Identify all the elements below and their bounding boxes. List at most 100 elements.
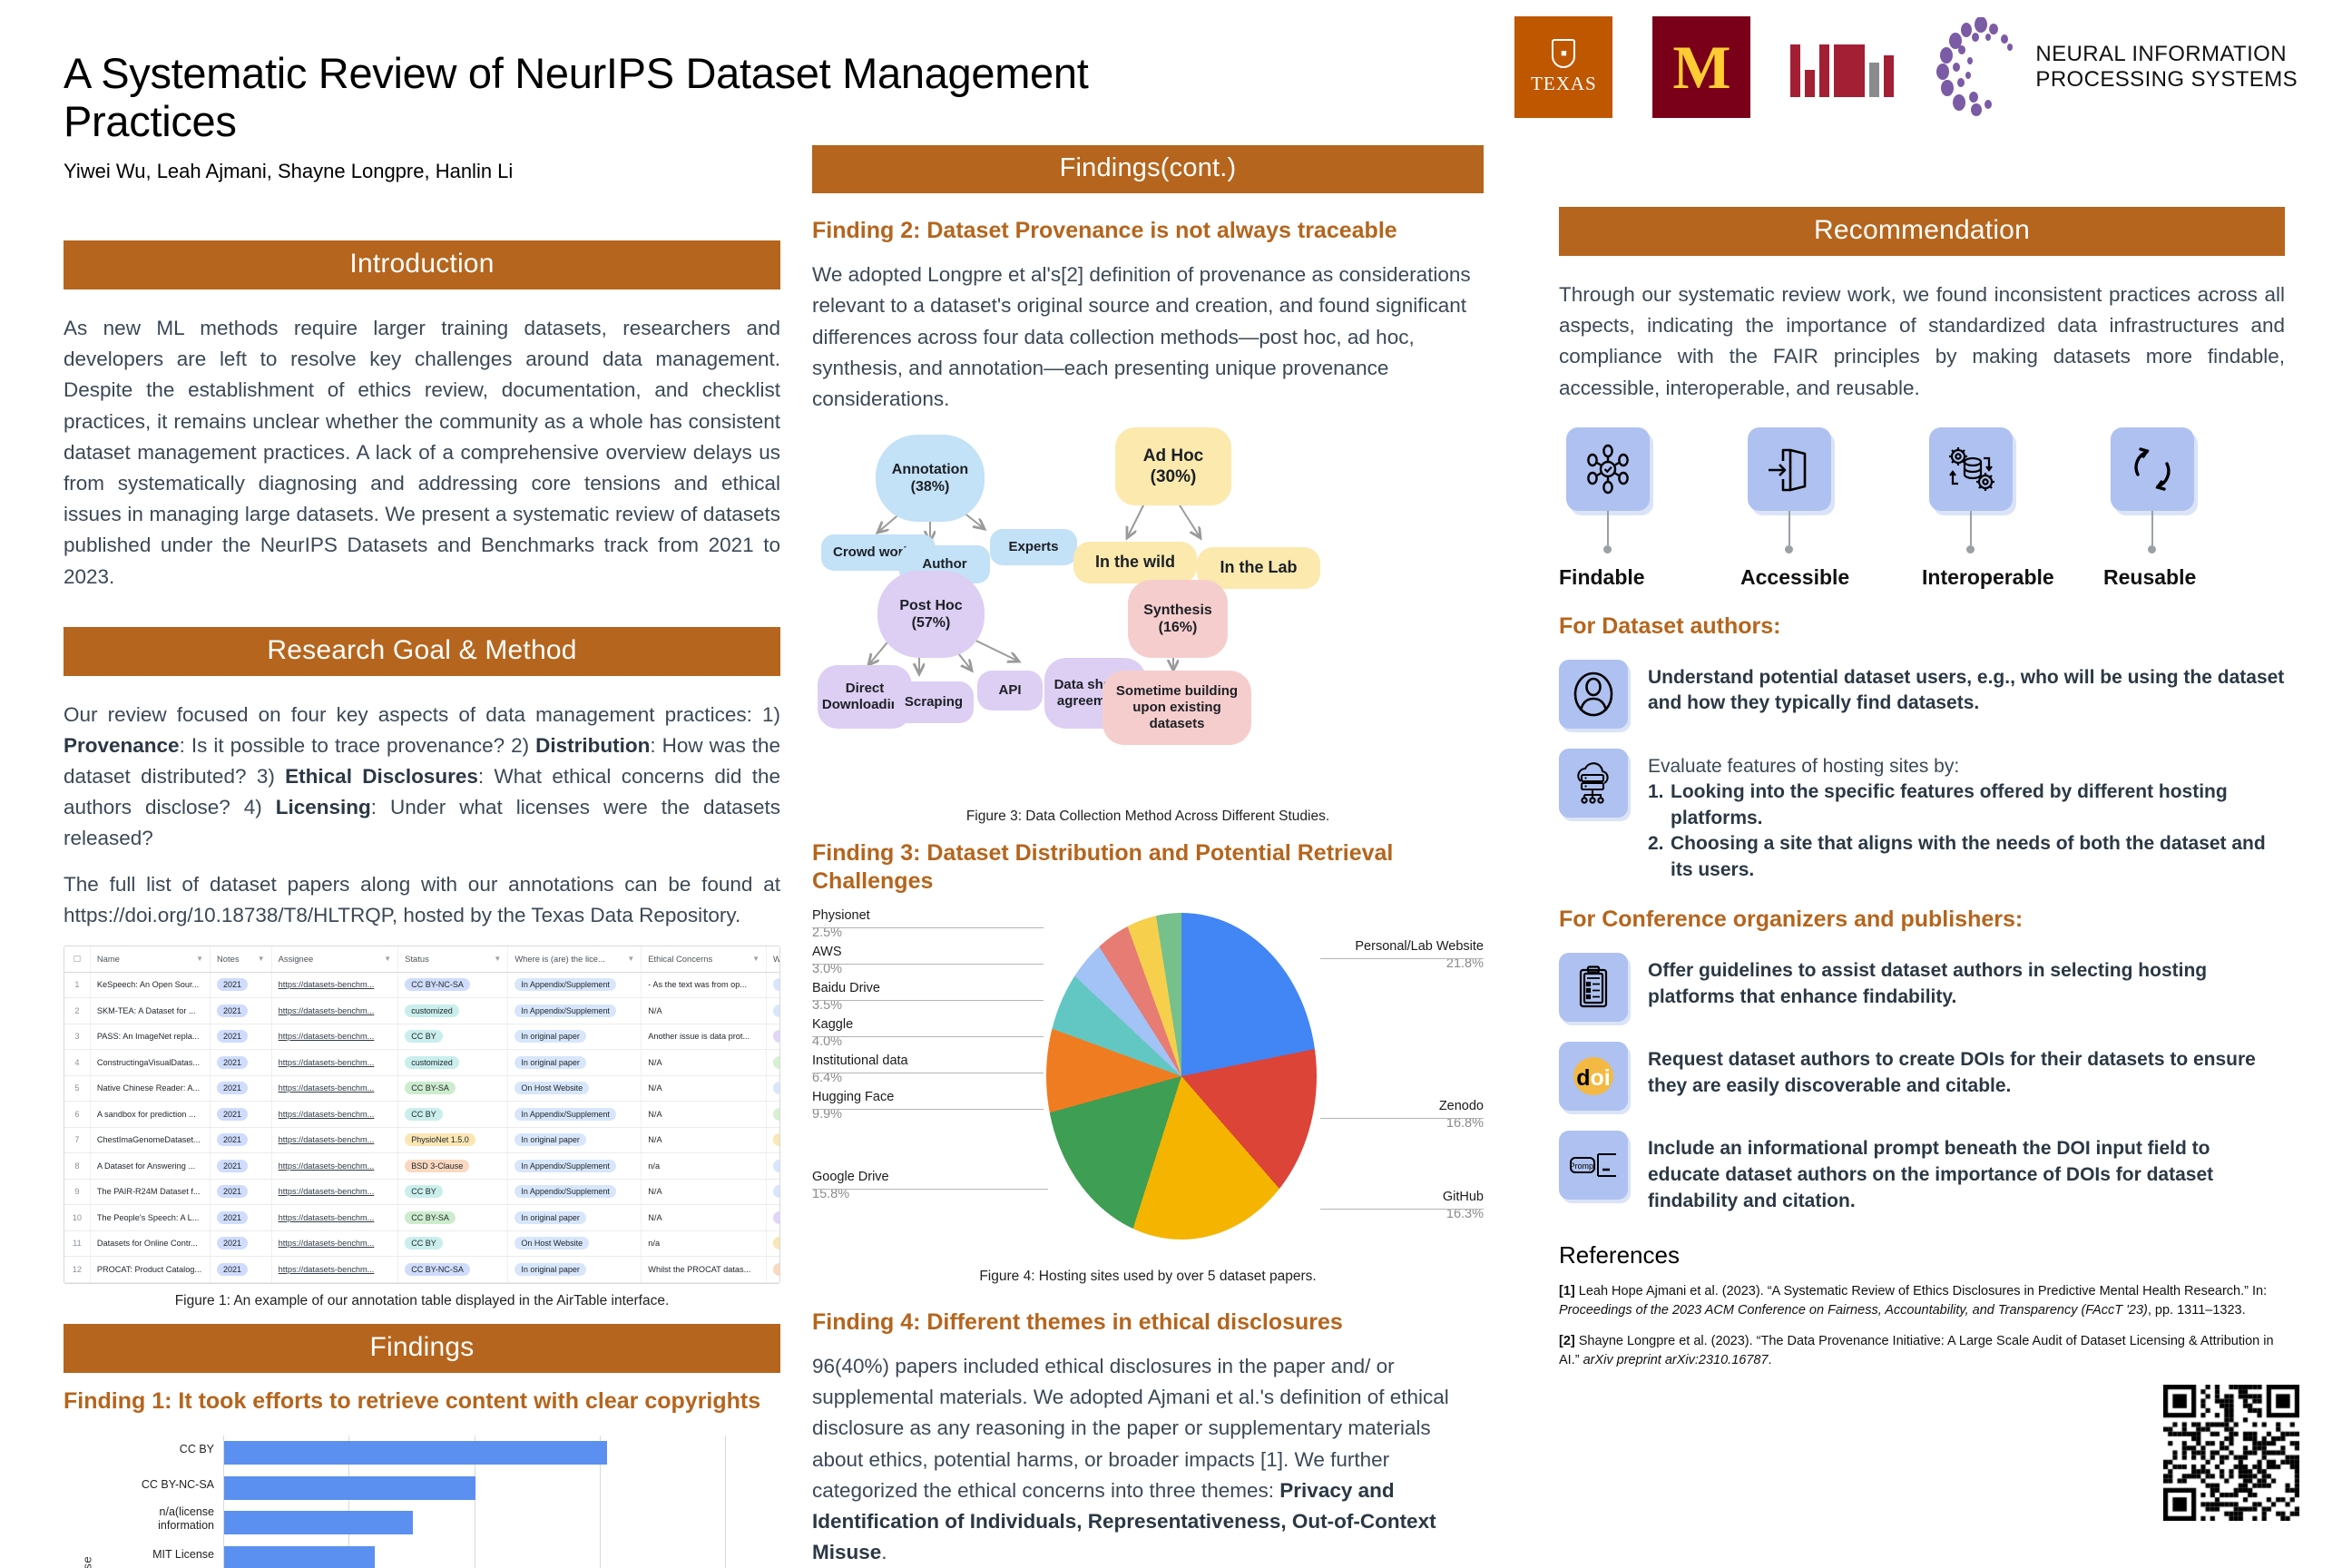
cell-status: PhysioNet 1.5.0 [398, 1127, 509, 1152]
fair-label-interoperable: Interoperable [1922, 564, 2054, 589]
cell-assignee[interactable]: https://datasets-benchm... [272, 972, 399, 997]
cell-notes: 2021 [211, 1024, 272, 1049]
cell-assignee[interactable]: https://datasets-benchm... [272, 1075, 399, 1101]
pie-leader-line [812, 1035, 1044, 1037]
table-row[interactable]: 4 ConstructingaVisualDatas... 2021 https://… [64, 1050, 779, 1076]
flow-node-ad-hoc: Ad Hoc (30%) [1115, 427, 1231, 506]
cell-assignee[interactable]: https://datasets-benchm... [272, 1102, 399, 1127]
cell-index: 1 [64, 972, 91, 997]
cell-assignee[interactable]: https://datasets-benchm... [272, 1179, 399, 1204]
cell-assignee[interactable]: https://datasets-benchm... [272, 1050, 399, 1075]
cell-ethical: N/A [642, 1127, 768, 1152]
cell-ethical: N/A [642, 1179, 768, 1204]
cloud-server-icon [1559, 748, 1628, 818]
texas-logo: ■ TEXAS [1514, 16, 1613, 118]
finding4-heading: Finding 4: Different themes in ethical d… [812, 1308, 1343, 1335]
cell-where-license: On Host Website [508, 1075, 642, 1101]
table-row[interactable]: 7 ChestImaGenomeDataset... 2021 https://dat… [64, 1127, 779, 1153]
cell-host: HugginFace [767, 1205, 779, 1230]
th-ethical-concerns[interactable]: Ethical Concerns ▼ [642, 946, 768, 972]
cell-ethical: N/A [642, 998, 768, 1024]
table-body: 1 KeSpeech: An Open Sour... 2021 https://da… [64, 972, 779, 1283]
rec-evaluate-list: 1. Looking into the specific features off… [1648, 779, 2285, 883]
cell-status: CC BY [398, 1179, 509, 1204]
cell-where-license: On Host Website [508, 1230, 642, 1256]
figure3-flow-diagram: Annotation (38%)Annotation(38%) Crowd wo… [812, 427, 1484, 799]
table-row[interactable]: 12 PROCAT: Product Catalog... 2021 https://… [64, 1257, 779, 1283]
th-notes[interactable]: Notes ▼ [211, 946, 272, 972]
cell-assignee[interactable]: https://datasets-benchm... [272, 1127, 399, 1152]
cell-assignee[interactable]: https://datasets-benchm... [272, 1257, 399, 1282]
figure4-pie-chart: Physionet 2.5% AWS 3.0% Baidu Drive 3.5% Kaggl… [812, 906, 1484, 1259]
rg-aspect3: Ethical Disclosures [285, 765, 478, 789]
cell-where-license: In Appendix/Supplement [508, 1153, 642, 1179]
th-where-stored[interactable]: Where the dataset is s... [767, 946, 779, 972]
cell-status: customized [398, 998, 509, 1024]
flow-node-post-hoc: Post Hoc (57%) [877, 571, 985, 659]
cell-index: 10 [64, 1205, 91, 1230]
cell-notes: 2021 [211, 1205, 272, 1230]
pie-label: Baidu Drive 3.5% [812, 980, 880, 1014]
table-row[interactable]: 1 KeSpeech: An Open Sour... 2021 https://da… [64, 972, 779, 998]
flow-node-annotation: Annotation (38%)Annotation(38%) [876, 435, 985, 523]
cell-status: CC BY [398, 1102, 509, 1127]
th-status[interactable]: Status ▼ [398, 946, 509, 972]
pie-label: Institutional data 6.4% [812, 1053, 908, 1086]
pie-leader-line [1320, 1208, 1484, 1210]
figure1-caption: Figure 1: An example of our annotation t… [174, 1292, 670, 1308]
pie-label: GitHub 16.3% [1442, 1189, 1484, 1222]
reference-item-2: [2] Shayne Longpre et al. (2023). “The D… [1559, 1332, 2285, 1369]
fair-item-accessible: Accessible [1740, 426, 1922, 590]
rg-aspect2-desc: : How was the dataset distributed? 3) [64, 733, 780, 789]
cell-notes: 2021 [211, 1257, 272, 1282]
cell-host: GitHub [767, 1153, 779, 1179]
bar-chart-gridline [725, 1435, 727, 1568]
finding4-themes: Privacy and Identification of Individual… [812, 1478, 1436, 1564]
cell-status: customized [398, 1050, 509, 1075]
pie-leader-line [812, 1108, 1044, 1110]
cell-name: ChestImaGenomeDataset... [91, 1127, 211, 1152]
cell-ethical: Whilst the PROCAT datas... [642, 1257, 768, 1282]
table-row[interactable]: 5 Native Chinese Reader: A... 2021 https://… [64, 1075, 779, 1102]
pie-leader-line [1320, 1117, 1484, 1119]
cell-assignee[interactable]: https://datasets-benchm... [272, 1230, 399, 1256]
flow-node-api: API [977, 671, 1043, 711]
fair-label-accessible: Accessible [1740, 564, 1850, 589]
table-row[interactable]: 11 Datasets for Online Contr... 2021 https:… [64, 1230, 779, 1257]
ref1-italic: Proceedings of the 2023 ACM Conference o… [1559, 1302, 2148, 1318]
cell-assignee[interactable]: https://datasets-benchm... [272, 1153, 399, 1179]
qr-code[interactable] [2163, 1385, 2299, 1521]
flow-node-scraping: Scraping [894, 681, 974, 724]
flow-node-in-the-lab: In the Lab [1197, 547, 1320, 590]
cell-assignee[interactable]: https://datasets-benchm... [272, 1205, 399, 1230]
fair-principles-row: Findable Accessible [1559, 426, 2285, 590]
cell-assignee[interactable]: https://datasets-benchm... [272, 998, 399, 1024]
cell-name: PROCAT: Product Catalog... [91, 1257, 211, 1282]
svg-text:doi: doi [1576, 1065, 1611, 1091]
th-checkbox[interactable]: ☐ [64, 946, 91, 972]
cell-status: CC BY [398, 1024, 509, 1049]
cell-assignee[interactable]: https://datasets-benchm... [272, 1024, 399, 1049]
table-row[interactable]: 3 PASS: An ImageNet repla... 2021 https://d… [64, 1024, 779, 1050]
table-row[interactable]: 10 The People's Speech: A L... 2021 https:/… [64, 1205, 779, 1231]
table-row[interactable]: 2 SKM-TEA: A Dataset for ... 2021 https://d… [64, 998, 779, 1024]
th-where-license[interactable]: Where is (are) the lice... ▼ [508, 946, 642, 972]
bar-chart-category-label: n/a(license information [158, 1505, 214, 1532]
bar-chart-gridline [600, 1435, 602, 1568]
table-row[interactable]: 9 The PAIR-R24M Dataset f... 2021 https://d… [64, 1179, 779, 1205]
pie-leader-line [812, 1188, 1048, 1190]
cell-ethical: n/a [642, 1230, 768, 1256]
rec-item-evaluate-hosting: Evaluate features of hosting sites by: 1… [1559, 748, 2285, 884]
cell-notes: 2021 [211, 1050, 272, 1075]
fair-item-interoperable: Interoperable [1922, 426, 2103, 590]
pie-label: AWS 3.0% [812, 944, 843, 977]
cell-notes: 2021 [211, 998, 272, 1024]
pie-graphic [1046, 912, 1317, 1240]
rg-num1: 1) [761, 702, 780, 726]
th-name[interactable]: Name ▼ [91, 946, 211, 972]
reference-item-1: [1] Leah Hope Ajmani et al. (2023). “A S… [1559, 1282, 2285, 1319]
th-assignee[interactable]: Assignee ▼ [272, 946, 399, 972]
